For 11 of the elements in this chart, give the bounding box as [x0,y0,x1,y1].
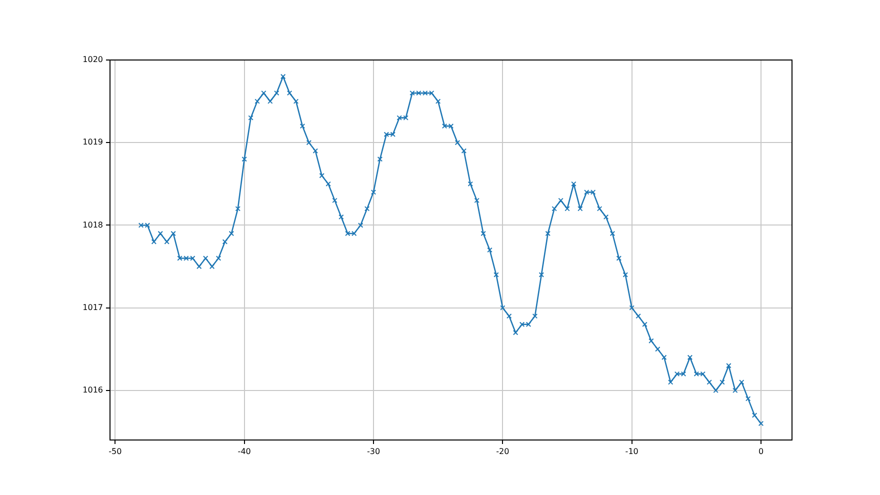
x-tick-label: -40 [238,446,251,456]
x-tick-label: -10 [625,446,638,456]
x-tick-label: -20 [496,446,510,456]
y-tick-label: 1018 [82,220,103,230]
x-tick-label: -50 [108,446,122,456]
x-tick-label: -30 [366,446,380,456]
y-tick-label: 1016 [82,386,103,395]
y-tick-label: 1019 [82,138,103,147]
y-tick-label: 1017 [82,302,103,312]
y-tick-label: 1020 [82,55,103,64]
x-tick-label: 0 [758,446,764,456]
